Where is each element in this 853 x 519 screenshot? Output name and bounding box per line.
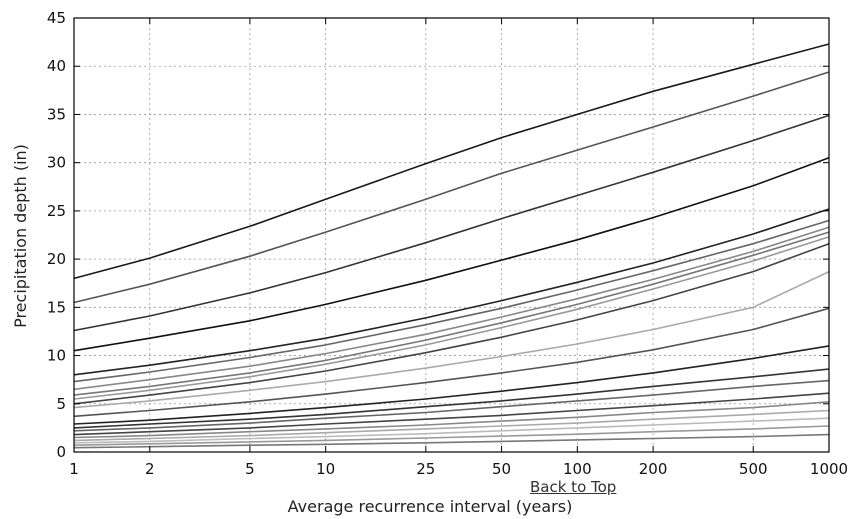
series-line-16 (73, 392, 830, 436)
series-line-12 (73, 307, 830, 418)
series-line-14 (73, 368, 830, 429)
y-tick-label: 20 (47, 250, 66, 268)
x-tick-label: 1 (69, 460, 79, 478)
y-tick-label: 25 (47, 202, 66, 220)
grid-lines (74, 18, 829, 452)
x-tick-label: 1000 (810, 460, 848, 478)
series-line-5 (73, 208, 830, 376)
series-line-18 (73, 409, 830, 442)
series-line-7 (73, 226, 830, 391)
x-tick-label: 500 (739, 460, 768, 478)
series-line-9 (73, 236, 830, 400)
x-tick-label: 5 (245, 460, 255, 478)
y-axis-title: Precipitation depth (in) (11, 144, 30, 328)
series-line-21 (73, 433, 830, 449)
tick-marks (73, 17, 830, 453)
series-line-2 (73, 71, 830, 304)
y-tick-label: 5 (56, 395, 66, 413)
series-line-13 (73, 345, 830, 425)
y-tick-label: 35 (47, 105, 66, 123)
x-tick-label: 50 (492, 460, 511, 478)
x-tick-label: 200 (639, 460, 668, 478)
y-tick-labels: 0 5 10 15 20 25 30 35 40 45 (47, 9, 66, 461)
series-line-20 (73, 425, 830, 446)
x-tick-label: 25 (416, 460, 435, 478)
y-tick-label: 30 (47, 154, 66, 172)
series-line-17 (73, 401, 830, 439)
y-tick-label: 10 (47, 347, 66, 365)
y-tick-label: 0 (56, 443, 66, 461)
series-line-10 (73, 242, 830, 405)
back-to-top-link[interactable]: Back to Top (530, 478, 617, 496)
series-line-6 (73, 219, 830, 383)
x-axis-title: Average recurrence interval (years) (288, 497, 573, 516)
x-tick-label: 100 (563, 460, 592, 478)
series-line-3 (73, 114, 830, 332)
series-line-15 (73, 379, 830, 432)
x-tick-label: 10 (316, 460, 335, 478)
y-tick-label: 45 (47, 9, 66, 27)
series-line-19 (73, 417, 830, 444)
series-line-1 (73, 43, 830, 280)
x-tick-labels: 1 2 5 10 25 50 100 200 500 1000 (69, 460, 848, 478)
series-line-4 (73, 157, 830, 352)
series-line-11 (73, 270, 830, 409)
x-tick-label: 2 (145, 460, 155, 478)
series-lines (73, 43, 830, 449)
y-tick-label: 40 (47, 57, 66, 75)
series-line-8 (73, 231, 830, 396)
y-tick-label: 15 (47, 298, 66, 316)
plot-frame (73, 17, 830, 453)
